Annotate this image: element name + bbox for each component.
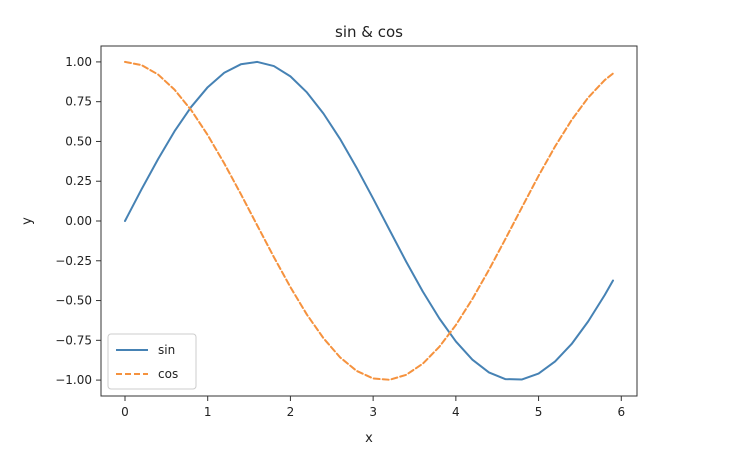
y-tick-label: −0.50 (55, 294, 92, 308)
series-line-cos (123, 60, 615, 381)
y-tick-label: 1.00 (65, 55, 92, 69)
chart-title: sin & cos (335, 23, 403, 41)
y-tick-label: 0.75 (65, 95, 92, 109)
y-tick-label: 0.25 (65, 174, 92, 188)
legend-box (107, 333, 197, 390)
y-axis-ticks: 1.00 0.75 0.50 0.25 0.00 −0.25 −0.50 −0.75 −1.00 (55, 55, 101, 387)
x-axis-ticks: 0 1 2 3 4 5 6 (121, 396, 625, 419)
y-axis-label: y (20, 217, 35, 225)
x-tick-label: 3 (369, 405, 377, 419)
x-tick-label: 0 (121, 405, 129, 419)
y-tick-label: 0.50 (65, 134, 92, 148)
legend: sin cos (107, 333, 197, 390)
x-tick-label: 2 (287, 405, 295, 419)
x-axis-label: x (365, 431, 373, 446)
y-tick-label: −0.25 (55, 254, 92, 268)
x-tick-label: 1 (204, 405, 212, 419)
x-tick-label: 5 (535, 405, 543, 419)
legend-label-cos: cos (158, 367, 178, 381)
y-tick-label: −0.75 (55, 333, 92, 347)
x-tick-label: 6 (617, 405, 625, 419)
series-lines (123, 60, 615, 381)
y-tick-label: 0.00 (65, 214, 92, 228)
y-tick-label: −1.00 (55, 373, 92, 387)
series-line-sin (123, 60, 615, 381)
legend-label-sin: sin (158, 343, 175, 357)
x-tick-label: 4 (452, 405, 460, 419)
